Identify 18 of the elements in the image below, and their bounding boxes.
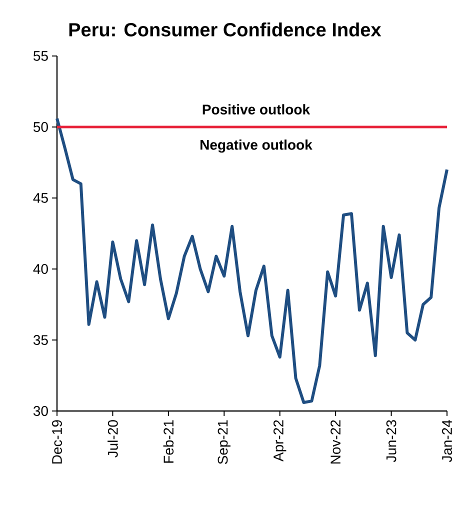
annotation: Positive outlook xyxy=(202,104,310,114)
chart-title: Peru: Consumer Confidence Index xyxy=(69,22,382,36)
y-tick-label: 30 xyxy=(33,406,48,416)
x-tick-label: Sep-21 xyxy=(218,420,230,464)
x-tick-label: Jan-24 xyxy=(442,420,452,462)
line-series xyxy=(56,116,449,404)
x-tick-label: Nov-22 xyxy=(330,420,341,464)
x-tick-label: Jun-23 xyxy=(386,420,396,462)
y-tick-label: 40 xyxy=(33,264,48,274)
y-tick-label: 55 xyxy=(33,51,48,61)
y-tick-label: 50 xyxy=(33,122,48,132)
y-tick-label: 35 xyxy=(33,335,48,345)
y-tick-label: 45 xyxy=(33,193,48,203)
x-tick-label: Apr-22 xyxy=(274,420,286,462)
x-tick-label: Dec-19 xyxy=(52,420,62,464)
x-tick-label: Jul-20 xyxy=(108,420,118,458)
x-tick-label: Feb-21 xyxy=(163,420,174,463)
annotation: Negative outlook xyxy=(200,140,312,153)
